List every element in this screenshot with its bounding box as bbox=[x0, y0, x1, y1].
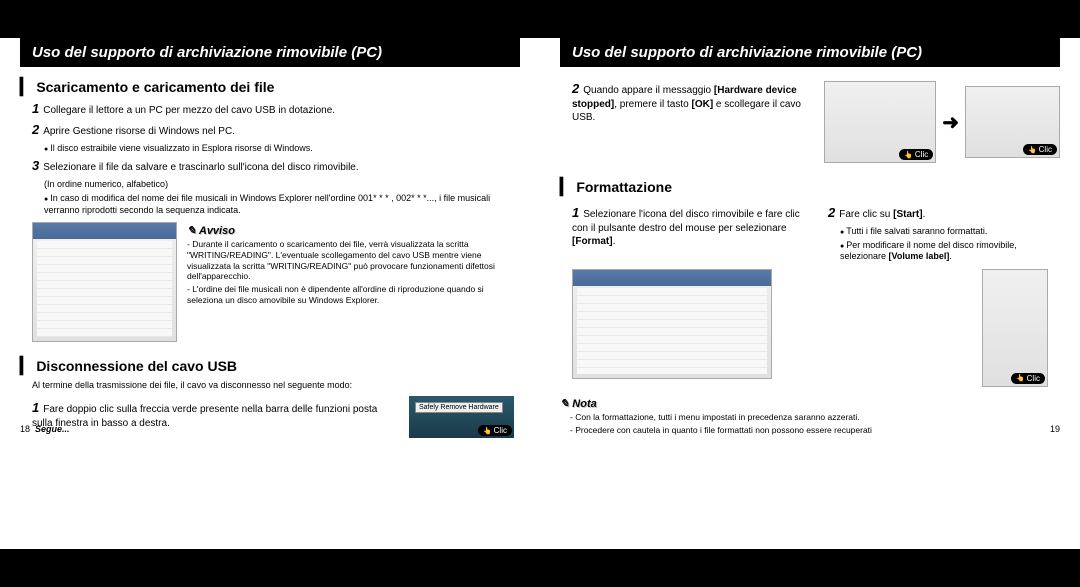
f-step2-b2c: . bbox=[949, 251, 952, 261]
clic-label-3: Clic bbox=[1023, 144, 1057, 155]
top-black-bar bbox=[0, 0, 1080, 38]
disconnect-row: Safely Remove Hardware Clic 1Fare doppio… bbox=[20, 396, 520, 442]
r-step2-a: Quando appare il messaggio bbox=[583, 85, 711, 96]
page-title-left: Uso del supporto di archiviazione rimovi… bbox=[20, 38, 520, 67]
f-step1-b: [Format] bbox=[572, 236, 613, 247]
step-1-text: Collegare il lettore a un PC per mezzo d… bbox=[43, 105, 335, 116]
nota-item-1: Con la formattazione, tutti i menu impos… bbox=[570, 412, 1060, 423]
step-3-text: Selezionare il file da salvare e trascin… bbox=[43, 162, 358, 173]
f-step-1: 1Selezionare l'icona del disco rimovibil… bbox=[572, 205, 804, 248]
screenshot-safely-remove: Clic bbox=[824, 81, 936, 163]
screenshot-explorer-format bbox=[572, 269, 772, 379]
footer-left: 18 Segue... bbox=[20, 424, 70, 434]
step-num-2: 2 bbox=[32, 122, 39, 137]
f-step2-a: Fare clic su bbox=[839, 209, 893, 220]
screenshot-taskbar: Safely Remove Hardware Clic bbox=[409, 396, 514, 438]
format-explorer-content bbox=[577, 288, 767, 374]
page-number-18: 18 bbox=[20, 424, 30, 434]
disconnect-intro: Al termine della trasmissione dei file, … bbox=[32, 380, 520, 392]
step-num-3: 3 bbox=[32, 158, 39, 173]
taskbar-tooltip: Safely Remove Hardware bbox=[415, 402, 503, 413]
f-step-2: 2 Fare clic su [Start]. bbox=[828, 205, 1060, 222]
two-page-spread: Uso del supporto di archiviazione rimovi… bbox=[0, 38, 1080, 442]
f-step1-c: . bbox=[613, 236, 616, 247]
page-number-19: 19 bbox=[1050, 424, 1060, 434]
f-step2-b1: Tutti i file salvati saranno formattati. bbox=[840, 226, 1060, 238]
section-format: Formattazione bbox=[560, 177, 1060, 197]
nota-item-2: Procedere con cautela in quanto i file f… bbox=[570, 425, 1060, 436]
format-step2: 2 Fare clic su [Start]. Tutti i file salv… bbox=[816, 201, 1060, 265]
explorer-content bbox=[37, 241, 172, 337]
page-18: Uso del supporto di archiviazione rimovi… bbox=[0, 38, 540, 442]
page-19: Uso del supporto di archiviazione rimovi… bbox=[540, 38, 1080, 442]
segue-label: Segue... bbox=[35, 424, 70, 434]
disc-step-num-1: 1 bbox=[32, 400, 39, 415]
section-download-upload: Scaricamento e caricamento dei file bbox=[20, 77, 520, 97]
f-step1-a: Selezionare l'icona del disco rimovibile… bbox=[572, 209, 800, 234]
format-steps-row: 1Selezionare l'icona del disco rimovibil… bbox=[560, 201, 1060, 265]
clic-label-4: Clic bbox=[1011, 373, 1045, 384]
format-explorer-titlebar bbox=[573, 270, 771, 286]
section-disconnect: Disconnessione del cavo USB bbox=[20, 356, 520, 376]
f-step2-c: . bbox=[923, 209, 926, 220]
step-2-text: Aprire Gestione risorse di Windows nel P… bbox=[43, 126, 235, 137]
step2-col: 2Quando appare il messaggio [Hardware de… bbox=[560, 77, 812, 169]
format-step1: 1Selezionare l'icona del disco rimovibil… bbox=[560, 201, 804, 265]
clic-label-2: Clic bbox=[899, 149, 933, 160]
step-2-bullet: Il disco estraibile viene visualizzato i… bbox=[44, 143, 520, 155]
step-3-sub: (In ordine numerico, alfabetico) bbox=[44, 179, 520, 191]
disc-step-1-text: Fare doppio clic sulla freccia verde pre… bbox=[32, 404, 377, 429]
screenshot-format-dialog: Clic bbox=[982, 269, 1048, 387]
f-step-num-1: 1 bbox=[572, 205, 579, 220]
explorer-titlebar bbox=[33, 223, 176, 239]
bottom-black-bar bbox=[0, 549, 1080, 587]
avviso-block: Avviso Durante il caricamento o scaricam… bbox=[20, 218, 520, 348]
screenshot-explorer bbox=[32, 222, 177, 342]
step-3: 3 Selezionare il file da salvare e trasci… bbox=[32, 158, 520, 175]
f-step2-b: [Start] bbox=[893, 209, 922, 220]
r-step-num-2: 2 bbox=[572, 81, 579, 96]
step-num-1: 1 bbox=[32, 101, 39, 116]
f-step2-b2b: [Volume label] bbox=[889, 251, 950, 261]
screenshot-stopped: Clic bbox=[965, 86, 1060, 158]
r-step2-c: , premere il tasto bbox=[614, 99, 691, 110]
r-step2-d: [OK] bbox=[691, 99, 713, 110]
format-screens-row: Clic bbox=[560, 265, 1060, 391]
step-3-bullet: In caso di modifica del nome dei file mu… bbox=[44, 193, 520, 216]
f-step2-b2: Per modificare il nome del disco rimovib… bbox=[840, 240, 1060, 263]
step-1: 1 Collegare il lettore a un PC per mezzo … bbox=[32, 101, 520, 118]
page-title-right: Uso del supporto di archiviazione rimovi… bbox=[560, 38, 1060, 67]
step-2: 2 Aprire Gestione risorse di Windows nel … bbox=[32, 122, 520, 139]
r-step-2: 2Quando appare il messaggio [Hardware de… bbox=[572, 81, 812, 124]
clic-label-1: Clic bbox=[478, 425, 512, 436]
f-step-num-2: 2 bbox=[828, 205, 835, 220]
nota-label: Nota bbox=[560, 397, 1060, 410]
top-row: 2Quando appare il messaggio [Hardware de… bbox=[560, 77, 1060, 169]
arrow-icon: ➜ bbox=[942, 110, 959, 135]
footer-right: 19 bbox=[1050, 424, 1060, 434]
dialog-screenshots: Clic ➜ Clic bbox=[824, 81, 1060, 163]
